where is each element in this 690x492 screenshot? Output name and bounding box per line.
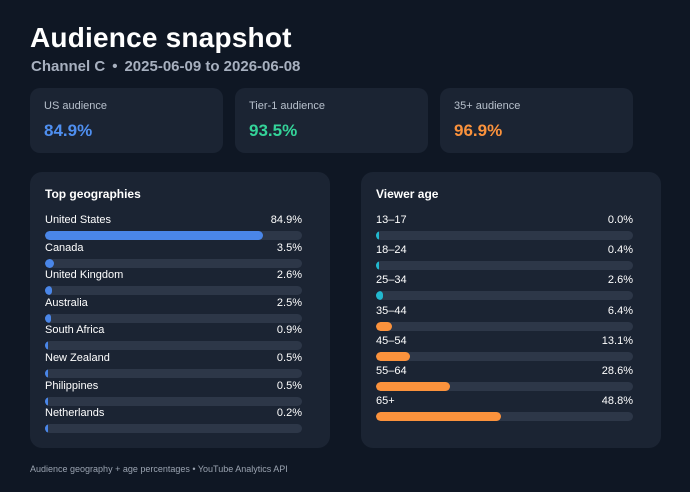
row-label: Canada — [45, 241, 84, 254]
row-percentage: 3.5% — [276, 241, 302, 254]
geo-row: Philippines 0.5% — [45, 380, 302, 406]
age-row: 55–64 28.6% — [376, 365, 633, 391]
row-label: 35–44 — [376, 304, 407, 317]
progress-track — [45, 313, 302, 323]
progress-fill — [376, 412, 502, 422]
age-row: 18–24 0.4% — [376, 244, 633, 271]
geo-row: South Africa 0.9% — [45, 324, 302, 351]
row-label: 25–34 — [376, 274, 407, 287]
panel-title: Top geographies — [45, 187, 141, 201]
kpi-card-35plus-audience: 35+ audience 96.9% — [440, 88, 633, 153]
progress-track — [45, 258, 302, 268]
viewer-age-panel: Viewer age 13–17 0.0% 18–24 0.4% 25–34 2.6% 35… — [361, 172, 661, 448]
progress-fill — [376, 351, 410, 361]
geo-row: United States 84.9% — [45, 214, 302, 240]
kpi-value: 84.9% — [44, 121, 93, 140]
age-row: 65+ 48.8% — [376, 395, 633, 422]
page-subtitle: Channel C • 2025-06-09 to 2026-06-08 — [31, 58, 300, 75]
row-label: Philippines — [45, 379, 99, 392]
progress-fill — [376, 261, 379, 271]
row-percentage: 2.5% — [276, 296, 302, 309]
age-row: 45–54 13.1% — [376, 335, 633, 361]
progress-track — [376, 261, 633, 271]
progress-track — [376, 412, 633, 422]
progress-fill — [45, 424, 48, 434]
row-percentage: 0.5% — [276, 352, 302, 364]
kpi-label: 35+ audience — [454, 100, 521, 112]
progress-fill — [45, 258, 54, 268]
row-percentage: 28.6% — [601, 365, 633, 377]
row-label: 65+ — [376, 395, 395, 408]
row-label: New Zealand — [45, 352, 110, 364]
age-row: 13–17 0.0% — [376, 214, 633, 240]
row-label: South Africa — [45, 324, 105, 337]
geo-row: New Zealand 0.5% — [45, 352, 302, 378]
geo-row: Netherlands 0.2% — [45, 407, 302, 434]
kpi-card-tier1-audience: Tier-1 audience 93.5% — [235, 88, 428, 153]
row-percentage: 0.0% — [607, 214, 633, 226]
progress-fill — [376, 382, 450, 391]
progress-track — [45, 396, 302, 406]
row-percentage: 0.2% — [276, 407, 302, 420]
kpi-card-us-audience: US audience 84.9% — [30, 88, 223, 153]
row-percentage: 2.6% — [607, 274, 633, 287]
progress-track — [376, 231, 633, 240]
progress-track — [45, 341, 302, 351]
kpi-label: US audience — [44, 100, 107, 112]
progress-fill — [45, 396, 48, 406]
row-percentage: 84.9% — [270, 214, 302, 226]
age-row: 25–34 2.6% — [376, 274, 633, 301]
progress-fill — [376, 231, 379, 240]
progress-fill — [45, 286, 52, 296]
kpi-label: Tier-1 audience — [249, 100, 326, 112]
progress-track — [45, 369, 302, 378]
progress-track — [376, 382, 633, 391]
row-percentage: 0.4% — [607, 244, 633, 257]
row-percentage: 13.1% — [601, 334, 633, 347]
progress-fill — [45, 231, 264, 240]
row-percentage: 0.5% — [276, 379, 302, 392]
progress-fill — [376, 321, 393, 331]
geo-row: Canada 3.5% — [45, 242, 302, 268]
row-label: United Kingdom — [45, 269, 124, 282]
row-label: 55–64 — [376, 365, 407, 377]
progress-fill — [45, 369, 48, 378]
row-label: Netherlands — [45, 407, 105, 420]
row-label: 13–17 — [376, 214, 407, 226]
page-title: Audience snapshot — [30, 22, 292, 53]
kpi-value: 93.5% — [249, 121, 298, 140]
footer-note: Audience geography + age percentages • Y… — [30, 464, 288, 474]
row-label: 45–54 — [376, 334, 407, 347]
kpi-value: 96.9% — [454, 121, 503, 140]
geo-row: Australia 2.5% — [45, 297, 302, 323]
progress-track — [45, 231, 302, 240]
row-percentage: 0.9% — [276, 324, 302, 337]
progress-fill — [45, 313, 52, 323]
row-percentage: 48.8% — [601, 395, 633, 408]
row-label: Australia — [45, 296, 88, 309]
progress-track — [376, 351, 633, 361]
progress-track — [376, 291, 633, 301]
age-row: 35–44 6.4% — [376, 305, 633, 331]
progress-track — [45, 286, 302, 296]
progress-track — [45, 424, 302, 434]
panel-title: Viewer age — [376, 187, 439, 201]
geo-row: United Kingdom 2.6% — [45, 269, 302, 296]
row-percentage: 2.6% — [276, 269, 302, 282]
row-percentage: 6.4% — [607, 304, 633, 317]
date-range: 2025-06-09 to 2026-06-08 — [124, 58, 301, 75]
row-label: United States — [45, 214, 112, 226]
progress-fill — [376, 291, 383, 301]
channel-name: Channel C — [31, 58, 106, 75]
row-label: 18–24 — [376, 244, 407, 257]
subtitle-separator: • — [112, 58, 118, 75]
progress-track — [376, 321, 633, 331]
progress-fill — [45, 341, 48, 351]
top-geographies-panel: Top geographies United States 84.9% Canada… — [30, 172, 330, 448]
